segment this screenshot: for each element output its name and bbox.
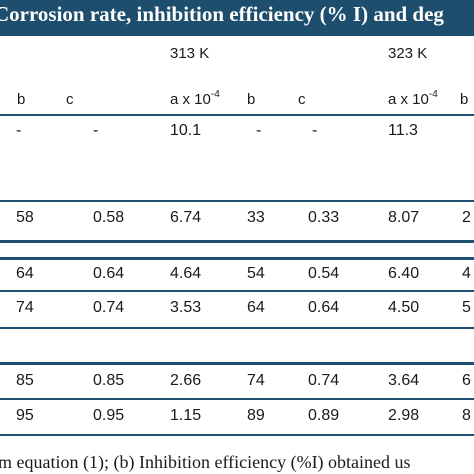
- table-cell: 95: [16, 407, 34, 424]
- col-header-b: b: [17, 91, 26, 108]
- table-cell: 0.95: [93, 407, 125, 424]
- col-header-c-313: c: [298, 91, 306, 108]
- table-cell-clipped: 2: [462, 209, 471, 226]
- temp-header-313: 313 K: [170, 45, 210, 62]
- table-cell: 64: [247, 299, 265, 316]
- table-cell: 0.58: [93, 209, 125, 226]
- table-cell: 6.74: [170, 209, 202, 226]
- table-cell: 4.50: [388, 299, 420, 316]
- col-header-a-exponent: -4: [210, 89, 220, 100]
- table-cell: 0.64: [308, 299, 340, 316]
- table-cell: 2.66: [170, 372, 202, 389]
- table-cell: 4.64: [170, 265, 202, 282]
- table-cell: -: [16, 122, 22, 139]
- table-cell: 1.15: [170, 407, 202, 424]
- row-rule: [0, 200, 474, 202]
- table-cell: 6.40: [388, 265, 420, 282]
- row-rule: [0, 240, 474, 243]
- table-bottom-rule: [0, 434, 474, 436]
- table-cell: -: [93, 122, 99, 139]
- table-cell: 89: [247, 407, 265, 424]
- table-cell: 0.54: [308, 265, 340, 282]
- table-cell-clipped: 6: [462, 372, 471, 389]
- header-rule: [0, 114, 474, 116]
- table-cell: 74: [247, 372, 265, 389]
- col-header-b-313: b: [247, 91, 256, 108]
- col-header-a-323: a x 10-4: [388, 90, 438, 110]
- table-cell-clipped: 4: [462, 265, 471, 282]
- table-cell: 54: [247, 265, 265, 282]
- table-footnote: m equation (1); (b) Inhibition efficienc…: [0, 452, 411, 472]
- table-cell-clipped: 8: [462, 407, 471, 424]
- col-header-a-313: a x 10-4: [170, 90, 220, 110]
- table-cell: 64: [16, 265, 34, 282]
- table-cell: 85: [16, 372, 34, 389]
- table-cell: 8.07: [388, 209, 420, 226]
- row-rule: [0, 257, 474, 260]
- temp-header-323: 323 K: [388, 45, 428, 62]
- table-cell: 3.64: [388, 372, 420, 389]
- table-cell: 33: [247, 209, 265, 226]
- row-rule: [0, 327, 474, 329]
- col-header-c: c: [66, 91, 74, 108]
- table-cell: 58: [16, 209, 34, 226]
- table-title: Corrosion rate, inhibition efficiency (%…: [0, 2, 444, 26]
- col-header-a-prefix: a x 10: [388, 91, 429, 108]
- table-cell: 0.85: [93, 372, 125, 389]
- table-cell-clipped: 5: [462, 299, 471, 316]
- table-cell: 74: [16, 299, 34, 316]
- row-rule: [0, 290, 474, 292]
- col-header-a-prefix: a x 10: [170, 91, 211, 108]
- col-header-b-323: b: [460, 91, 469, 108]
- col-header-a-exponent: -4: [428, 89, 438, 100]
- table-cell: 3.53: [170, 299, 202, 316]
- table-cell: 0.89: [308, 407, 340, 424]
- table-cell: 10.1: [170, 122, 202, 139]
- table-title-bar: Corrosion rate, inhibition efficiency (%…: [0, 0, 474, 36]
- table-cell: 0.64: [93, 265, 125, 282]
- table-cell: 0.74: [93, 299, 125, 316]
- table-cell: 11.3: [388, 122, 418, 139]
- table-cell: -: [256, 122, 262, 139]
- table-cell: 0.74: [308, 372, 340, 389]
- table-cell: 0.33: [308, 209, 340, 226]
- table-cell: -: [312, 122, 318, 139]
- row-rule: [0, 398, 474, 400]
- table-cell: 2.98: [388, 407, 420, 424]
- row-rule: [0, 362, 474, 365]
